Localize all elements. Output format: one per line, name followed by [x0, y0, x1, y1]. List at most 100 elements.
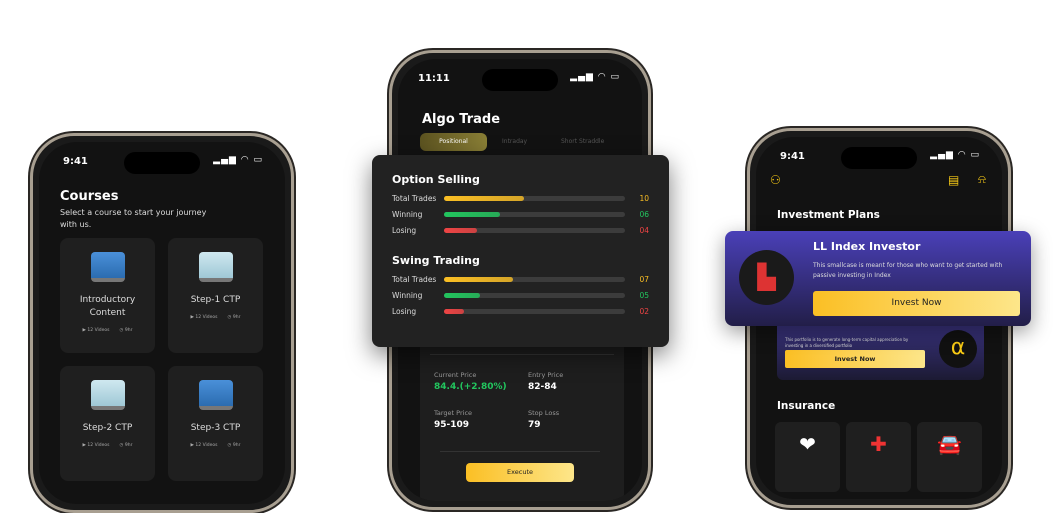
video-count-text: 12 Videos — [195, 443, 218, 448]
entry-price-value: 82-84 — [528, 382, 557, 392]
stat-row: Total Trades 10 — [392, 190, 649, 206]
page-title: Courses — [60, 189, 119, 204]
page-title: Algo Trade — [422, 112, 501, 127]
stat-value: 05 — [639, 290, 649, 300]
stat-label: Losing — [392, 306, 417, 316]
alpha-logo: α — [939, 330, 977, 368]
trade-stats-card: Option Selling Total Trades 10 Winning 06 Los… — [372, 155, 669, 347]
current-price-label: Current Price — [434, 371, 477, 379]
stat-value: 06 — [639, 209, 649, 219]
status-icons: ▂▄▆ ◠ ▭ — [930, 150, 980, 160]
duration: ◷ 9hr — [119, 443, 133, 448]
bar-chart-icon: ▙ — [739, 250, 794, 305]
duration: ◷ 9hr — [227, 443, 241, 448]
progress-track — [444, 308, 625, 314]
duration: ◷ 9hr — [119, 328, 133, 333]
tab-intraday[interactable]: Intraday — [502, 138, 528, 145]
status-icons: ▂▄▆ ◠ ▭ — [570, 72, 620, 82]
course-title: Step-1 CTP — [190, 295, 241, 305]
duration-text: 9hr — [232, 315, 241, 320]
plan-description: This smallcase is meant for those who wa… — [813, 262, 1003, 279]
stat-label: Total Trades — [392, 193, 437, 203]
status-icons: ▂▄▆ ◠ ▭ — [213, 155, 263, 165]
duration-text: 9hr — [124, 328, 133, 333]
progress-fill — [444, 227, 477, 233]
status-time: 9:41 — [780, 151, 805, 162]
status-time: 9:41 — [63, 156, 88, 167]
section-title: Option Selling — [392, 173, 480, 186]
invest-now-button[interactable]: Invest Now — [813, 291, 1020, 316]
stat-row: Winning 05 — [392, 287, 649, 303]
section-title: Investment Plans — [777, 209, 880, 221]
stat-value: 04 — [639, 225, 649, 235]
section-title: Swing Trading — [392, 254, 480, 267]
current-price-value: 84.4.(+2.80%) — [434, 382, 507, 392]
dynamic-island — [482, 69, 558, 91]
video-count: ▶ 12 Videos — [190, 315, 218, 320]
divider — [430, 354, 614, 355]
entry-price-label: Entry Price — [528, 371, 564, 379]
plan-title: LL Index Investor — [813, 240, 921, 253]
stats-section: Option Selling Total Trades 10 Winning 06 Los… — [392, 173, 649, 238]
duration: ◷ 9hr — [227, 315, 241, 320]
stat-value: 10 — [639, 193, 649, 203]
progress-fill — [444, 211, 501, 217]
execute-button[interactable]: Execute — [466, 463, 574, 482]
bell-alarm-icon[interactable]: ⍾ — [978, 172, 986, 186]
dynamic-island — [841, 147, 917, 169]
stat-row: Losing 04 — [392, 222, 649, 238]
stat-value: 02 — [639, 306, 649, 316]
health-shield-icon[interactable]: ✚ — [846, 422, 911, 492]
stat-row: Winning 06 — [392, 206, 649, 222]
chat-icon[interactable]: ▤ — [948, 173, 960, 187]
stat-label: Winning — [392, 209, 423, 219]
video-count-text: 12 Videos — [87, 328, 110, 333]
plan-card-alpha: This portfolio is to generate long-term … — [777, 321, 984, 380]
trade-details-card: Current Price 84.4.(+2.80%) Entry Price … — [420, 319, 624, 501]
tab-short-straddle[interactable]: Short Straddle — [561, 138, 605, 145]
progress-track — [444, 195, 625, 201]
video-count-text: 12 Videos — [87, 443, 110, 448]
dynamic-island — [124, 152, 200, 174]
divider — [440, 451, 600, 452]
heart-care-icon[interactable]: ❤ — [775, 422, 840, 492]
featured-plan-card: ▙ LL Index Investor This smallcase is me… — [725, 231, 1031, 326]
progress-track — [444, 211, 625, 217]
progress-fill — [444, 195, 524, 201]
course-card[interactable]: Step-1 CTP ▶ 12 Videos ◷ 9hr — [168, 238, 263, 353]
progress-fill — [444, 308, 464, 314]
stat-label: Winning — [392, 290, 423, 300]
progress-track — [444, 276, 625, 282]
stat-row: Total Trades 07 — [392, 271, 649, 287]
video-count: ▶ 12 Videos — [190, 443, 218, 448]
monitor-teacher-icon — [90, 252, 125, 282]
card-transfer-icon — [90, 380, 125, 410]
course-card[interactable]: Introductory Content ▶ 12 Videos ◷ 9hr — [60, 238, 155, 353]
video-count-text: 12 Videos — [195, 315, 218, 320]
course-card[interactable]: Step-3 CTP ▶ 12 Videos ◷ 9hr — [168, 366, 263, 481]
insurance-title: Insurance — [777, 400, 836, 412]
course-title: Step-2 CTP — [82, 423, 133, 433]
profile-icon[interactable]: ⚇ — [770, 173, 781, 187]
page-subtitle: Select a course to start your journey wi… — [60, 208, 207, 229]
car-insurance-icon[interactable]: 🚘 — [917, 422, 982, 492]
video-count: ▶ 12 Videos — [82, 328, 110, 333]
stats-section: Swing Trading Total Trades 07 Winning 05 Losi… — [392, 254, 649, 319]
stat-row: Losing 02 — [392, 303, 649, 319]
stat-value: 07 — [639, 274, 649, 284]
duration-text: 9hr — [232, 443, 241, 448]
tab-positional[interactable]: Positional — [420, 133, 487, 151]
course-card[interactable]: Step-2 CTP ▶ 12 Videos ◷ 9hr — [60, 366, 155, 481]
stop-loss-value: 79 — [528, 420, 541, 430]
plan-description: This portfolio is to generate long-term … — [785, 337, 909, 348]
progress-track — [444, 227, 625, 233]
card-transfer-icon — [198, 252, 233, 282]
target-price-label: Target Price — [434, 409, 473, 417]
invest-now-button[interactable]: Invest Now — [785, 350, 925, 368]
duration-text: 9hr — [124, 443, 133, 448]
status-time: 11:11 — [418, 73, 450, 84]
course-title: Introductory Content — [79, 295, 136, 318]
progress-fill — [444, 276, 513, 282]
video-count: ▶ 12 Videos — [82, 443, 110, 448]
stop-loss-label: Stop Loss — [528, 409, 560, 417]
